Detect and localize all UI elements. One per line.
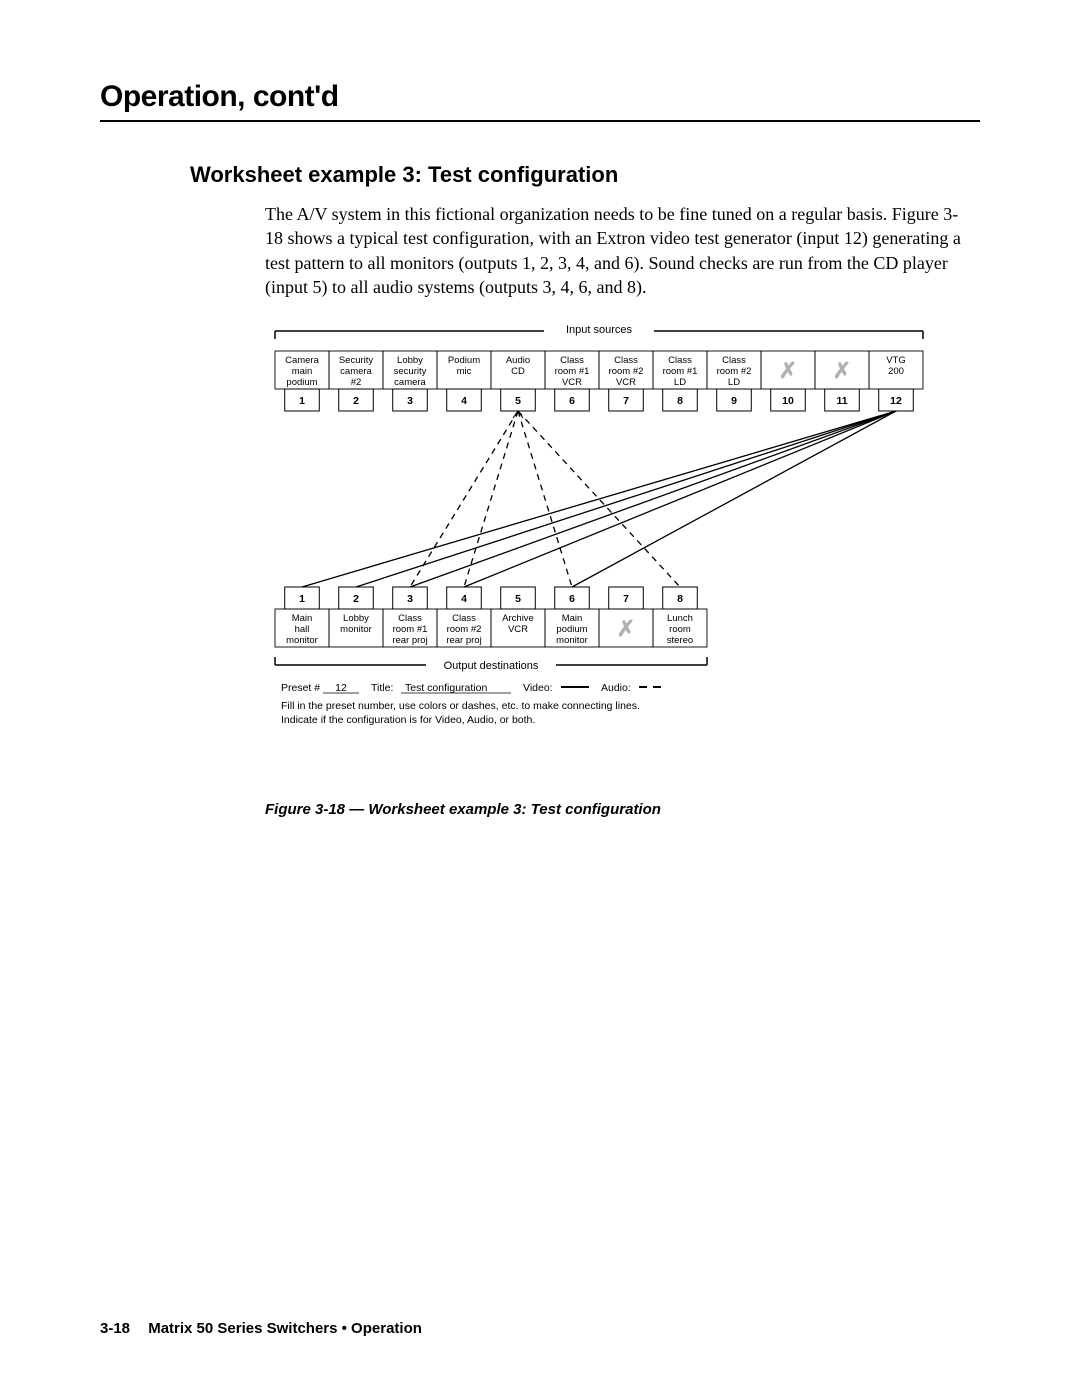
svg-text:Classroom #1VCR: Classroom #1VCR — [555, 355, 590, 388]
svg-text:Classroom #2rear proj: Classroom #2rear proj — [446, 613, 481, 646]
chapter-title: Operation, cont'd — [100, 80, 980, 114]
body-paragraph: The A/V system in this fictional organiz… — [265, 202, 965, 299]
svg-text:9: 9 — [731, 395, 737, 407]
svg-text:12: 12 — [890, 395, 902, 407]
svg-text:3: 3 — [407, 395, 413, 407]
svg-text:10: 10 — [782, 395, 794, 407]
svg-text:Classroom #2VCR: Classroom #2VCR — [609, 355, 644, 388]
svg-text:Cameramainpodium: Cameramainpodium — [285, 355, 320, 388]
figure: Input sources Cameramainpodium 1 Securityca… — [265, 317, 980, 818]
svg-text:3: 3 — [407, 593, 413, 605]
svg-text:VTG200: VTG200 — [886, 355, 906, 377]
svg-text:Classroom #2LD: Classroom #2LD — [717, 355, 752, 388]
svg-text:Mainhallmonitor: Mainhallmonitor — [286, 613, 318, 646]
svg-text:4: 4 — [461, 395, 467, 407]
svg-text:✗: ✗ — [617, 616, 635, 641]
svg-text:Classroom #1rear proj: Classroom #1rear proj — [392, 613, 427, 646]
figure-caption: Figure 3-18 — Worksheet example 3: Test … — [265, 801, 980, 818]
section-title: Worksheet example 3: Test configuration — [190, 162, 980, 188]
svg-text:Title:: Title: — [371, 682, 393, 694]
svg-text:12: 12 — [335, 682, 347, 694]
svg-text:8: 8 — [677, 593, 683, 605]
svg-text:Podiummic: Podiummic — [448, 355, 480, 377]
svg-text:Test configuration: Test configuration — [405, 682, 487, 694]
document-page: Operation, cont'd Worksheet example 3: T… — [0, 0, 1080, 1397]
svg-text:2: 2 — [353, 593, 359, 605]
svg-text:5: 5 — [515, 395, 521, 407]
worksheet-diagram: Input sources Cameramainpodium 1 Securityca… — [265, 317, 945, 787]
page-number: 3-18 — [100, 1320, 130, 1337]
svg-text:5: 5 — [515, 593, 521, 605]
svg-text:Indicate if the configuration: Indicate if the configuration is for Vid… — [281, 714, 535, 726]
chapter-underline — [100, 120, 980, 122]
page-footer: 3-18 Matrix 50 Series Switchers • Operat… — [100, 1320, 422, 1337]
svg-text:AudioCD: AudioCD — [506, 355, 530, 377]
svg-text:Lobbymonitor: Lobbymonitor — [340, 613, 372, 635]
svg-text:1: 1 — [299, 593, 305, 605]
svg-text:Video:: Video: — [523, 682, 553, 694]
svg-text:8: 8 — [677, 395, 683, 407]
svg-text:Preset #: Preset # — [281, 682, 320, 694]
svg-text:6: 6 — [569, 395, 575, 407]
footer-text: Matrix 50 Series Switchers • Operation — [148, 1320, 422, 1337]
svg-text:6: 6 — [569, 593, 575, 605]
svg-text:✗: ✗ — [779, 358, 797, 383]
svg-text:✗: ✗ — [833, 358, 851, 383]
svg-text:11: 11 — [836, 395, 847, 407]
svg-text:7: 7 — [623, 395, 629, 407]
svg-text:Audio:: Audio: — [601, 682, 631, 694]
svg-text:4: 4 — [461, 593, 467, 605]
svg-text:Input sources: Input sources — [566, 324, 633, 336]
svg-text:1: 1 — [299, 395, 305, 407]
svg-text:Output destinations: Output destinations — [444, 660, 539, 672]
svg-text:Securitycamera#2: Securitycamera#2 — [339, 355, 374, 388]
svg-text:Classroom #1LD: Classroom #1LD — [663, 355, 698, 388]
svg-text:Fill in the preset number, use: Fill in the preset number, use colors or… — [281, 700, 640, 712]
svg-text:7: 7 — [623, 593, 629, 605]
svg-text:Mainpodiummonitor: Mainpodiummonitor — [556, 613, 588, 646]
svg-text:ArchiveVCR: ArchiveVCR — [502, 613, 534, 635]
svg-text:2: 2 — [353, 395, 359, 407]
svg-text:Lobbysecuritycamera: Lobbysecuritycamera — [394, 355, 427, 388]
svg-text:Lunchroomstereo: Lunchroomstereo — [667, 613, 693, 646]
